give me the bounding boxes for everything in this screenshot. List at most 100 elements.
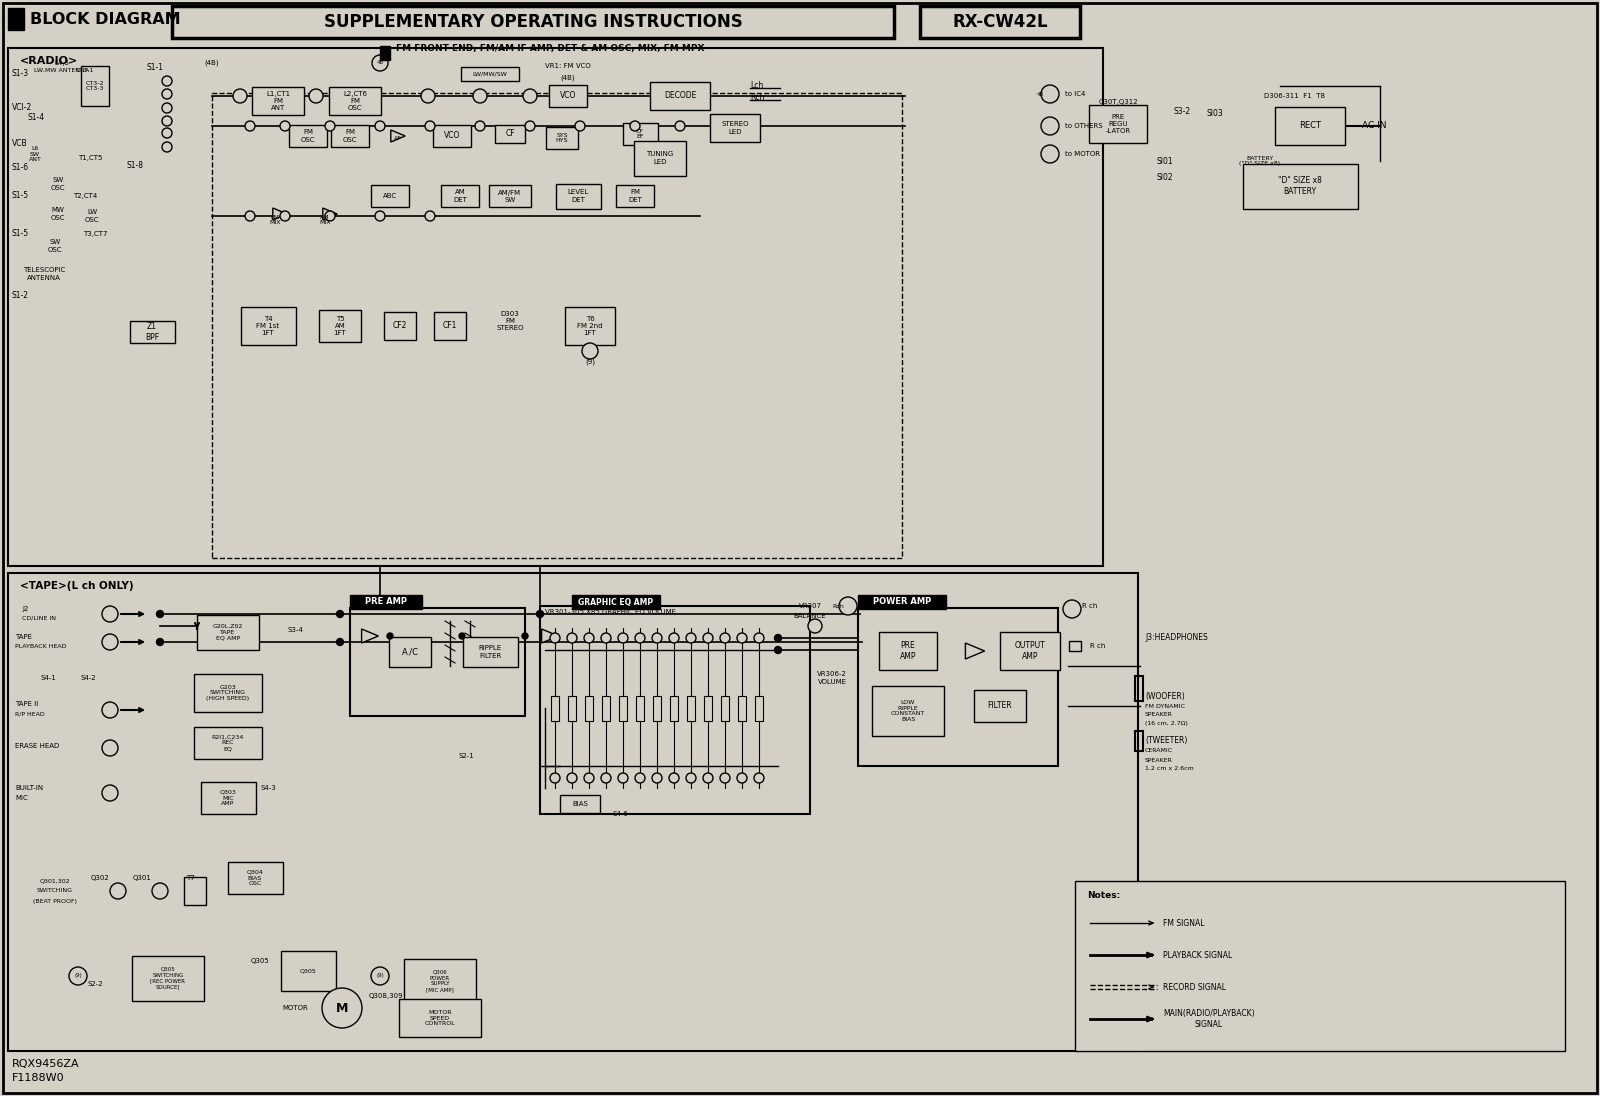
Text: (TWEETER): (TWEETER) (1146, 737, 1187, 745)
Text: G203
SWITCHING
(HIGH SPEED): G203 SWITCHING (HIGH SPEED) (206, 685, 250, 701)
Circle shape (808, 619, 822, 633)
Text: FM
OSC: FM OSC (342, 129, 357, 142)
Text: RECORD SIGNAL: RECORD SIGNAL (1163, 982, 1226, 992)
Circle shape (584, 773, 594, 783)
Text: VR307: VR307 (798, 603, 821, 609)
Circle shape (322, 987, 362, 1028)
Circle shape (1042, 85, 1059, 103)
Bar (403, 959, 477, 1004)
Bar (461, 67, 518, 81)
Bar (670, 696, 678, 720)
Circle shape (550, 773, 560, 783)
Text: "D" SIZE x8
BATTERY: "D" SIZE x8 BATTERY (1278, 176, 1322, 196)
Circle shape (523, 89, 538, 103)
Text: SPEAKER: SPEAKER (1146, 757, 1173, 763)
Circle shape (245, 212, 254, 221)
Text: RIPPLE
FILTER: RIPPLE FILTER (478, 646, 502, 659)
Circle shape (325, 212, 334, 221)
Text: L1,CT1
FM
ANT: L1,CT1 FM ANT (266, 91, 290, 111)
Circle shape (102, 740, 118, 756)
Bar (280, 951, 336, 991)
Text: to IC4: to IC4 (1066, 91, 1085, 98)
Text: BIAS: BIAS (573, 801, 587, 807)
Text: 1.2 cm x 2.6cm: 1.2 cm x 2.6cm (1146, 766, 1194, 772)
Circle shape (426, 121, 435, 132)
Circle shape (669, 773, 678, 783)
Polygon shape (323, 208, 338, 220)
Bar (1000, 632, 1059, 670)
Bar (1243, 163, 1357, 208)
Text: L4,5: L4,5 (54, 60, 69, 66)
Bar (858, 595, 946, 609)
Bar (634, 140, 686, 175)
Text: VCB: VCB (13, 138, 27, 148)
Bar (173, 5, 894, 38)
Bar (350, 608, 525, 716)
Text: TAPE II: TAPE II (14, 701, 38, 707)
Bar (253, 87, 304, 115)
Text: RQX9456ZA: RQX9456ZA (13, 1059, 80, 1069)
Circle shape (162, 103, 173, 113)
Bar (573, 595, 661, 609)
Text: 4B: 4B (1037, 91, 1043, 96)
Text: FM
MIX: FM MIX (269, 215, 280, 226)
Circle shape (475, 121, 485, 132)
Text: T4
FM 1st
1FT: T4 FM 1st 1FT (256, 316, 280, 336)
Text: (9): (9) (586, 358, 595, 365)
Bar (1075, 881, 1565, 1051)
Text: POWER AMP: POWER AMP (874, 597, 931, 606)
Circle shape (754, 633, 765, 643)
Bar (1134, 731, 1142, 751)
Circle shape (102, 703, 118, 718)
Bar (710, 114, 760, 142)
Text: VR1: FM VCO: VR1: FM VCO (546, 62, 590, 69)
Bar (200, 783, 256, 814)
Text: LOW
RIPPLE
CONSTANT
BIAS: LOW RIPPLE CONSTANT BIAS (891, 700, 925, 722)
Circle shape (522, 633, 528, 639)
Text: SW
OSC: SW OSC (48, 240, 62, 252)
Bar (389, 637, 430, 667)
Bar (384, 312, 416, 340)
Text: SPEAKER: SPEAKER (1146, 712, 1173, 718)
Bar (1275, 107, 1346, 145)
Text: MOTOR: MOTOR (282, 1005, 307, 1011)
Polygon shape (541, 629, 558, 643)
Circle shape (675, 121, 685, 132)
Bar (650, 82, 710, 110)
Text: VR306-2
VOLUME: VR306-2 VOLUME (818, 672, 846, 685)
Text: Lch: Lch (750, 81, 763, 91)
Circle shape (234, 89, 246, 103)
Text: to MOTOR: to MOTOR (1066, 151, 1101, 157)
Text: DECODE: DECODE (664, 91, 696, 101)
Circle shape (157, 610, 163, 617)
Bar (194, 727, 262, 760)
Polygon shape (272, 208, 288, 220)
Text: VCO: VCO (443, 132, 461, 140)
Text: STEREO
LED: STEREO LED (722, 122, 749, 135)
Circle shape (325, 121, 334, 132)
Circle shape (702, 633, 714, 643)
Text: A./C: A./C (402, 648, 419, 657)
Text: MW
OSC: MW OSC (51, 207, 66, 220)
Text: VCI-2: VCI-2 (13, 103, 32, 113)
Circle shape (162, 76, 173, 85)
Text: Q305: Q305 (251, 958, 269, 964)
Text: CF
EF: CF EF (637, 128, 643, 139)
Bar (549, 85, 587, 107)
Text: ABC: ABC (382, 193, 397, 199)
Text: CF: CF (506, 129, 515, 138)
Bar (442, 185, 478, 207)
Circle shape (584, 633, 594, 643)
Circle shape (653, 633, 662, 643)
Text: S4-2: S4-2 (80, 675, 96, 681)
Text: SI03: SI03 (1206, 110, 1224, 118)
Text: Q308,309: Q308,309 (368, 993, 403, 998)
Circle shape (635, 633, 645, 643)
Circle shape (474, 89, 486, 103)
Text: MAIN(RADIO/PLAYBACK)
SIGNAL: MAIN(RADIO/PLAYBACK) SIGNAL (1163, 1009, 1254, 1029)
Text: <RADIO>: <RADIO> (19, 56, 78, 66)
Bar (619, 696, 627, 720)
Text: (4B): (4B) (560, 75, 576, 81)
Text: BALANCE: BALANCE (794, 613, 826, 619)
Text: D306-311  F1  T8: D306-311 F1 T8 (1264, 93, 1325, 99)
